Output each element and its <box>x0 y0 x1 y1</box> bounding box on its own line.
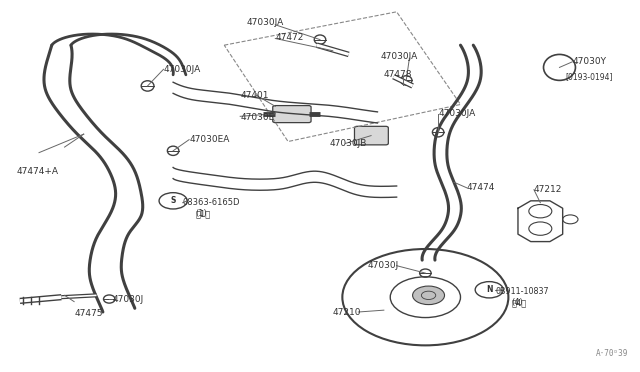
Text: 47472: 47472 <box>275 33 303 42</box>
Text: 47210: 47210 <box>333 308 361 317</box>
Text: 47030JB: 47030JB <box>330 139 367 148</box>
Text: 47475: 47475 <box>74 310 102 318</box>
Text: 0B911-10837: 0B911-10837 <box>495 287 549 296</box>
Text: 47030EA: 47030EA <box>189 135 230 144</box>
Text: N: N <box>486 285 493 294</box>
Text: (1): (1) <box>195 209 207 218</box>
Text: 47212: 47212 <box>534 185 563 194</box>
Text: 47478: 47478 <box>384 70 412 79</box>
Text: 47030JA: 47030JA <box>164 65 201 74</box>
Text: 47030J: 47030J <box>368 261 399 270</box>
Text: 08363-6165D: 08363-6165D <box>182 198 240 207</box>
FancyBboxPatch shape <box>355 126 388 145</box>
Text: 47030JA: 47030JA <box>246 19 284 28</box>
Text: 47030JA: 47030JA <box>381 52 418 61</box>
Text: (4): (4) <box>511 298 524 307</box>
Text: S: S <box>170 196 176 205</box>
Text: （1）: （1） <box>195 209 211 218</box>
Text: （4）: （4） <box>511 298 527 307</box>
Text: 47030JA: 47030JA <box>438 109 476 118</box>
Text: 47474+A: 47474+A <box>17 167 59 176</box>
Text: 47030E: 47030E <box>240 113 275 122</box>
Text: 47030Y: 47030Y <box>572 57 606 66</box>
FancyBboxPatch shape <box>273 106 311 123</box>
Text: [0193-0194]: [0193-0194] <box>566 72 613 81</box>
Circle shape <box>413 286 445 305</box>
Text: A·70ᴰ39: A·70ᴰ39 <box>595 349 628 358</box>
Text: 47474: 47474 <box>467 183 495 192</box>
Text: 47030J: 47030J <box>113 295 144 304</box>
Text: 47401: 47401 <box>240 91 269 100</box>
